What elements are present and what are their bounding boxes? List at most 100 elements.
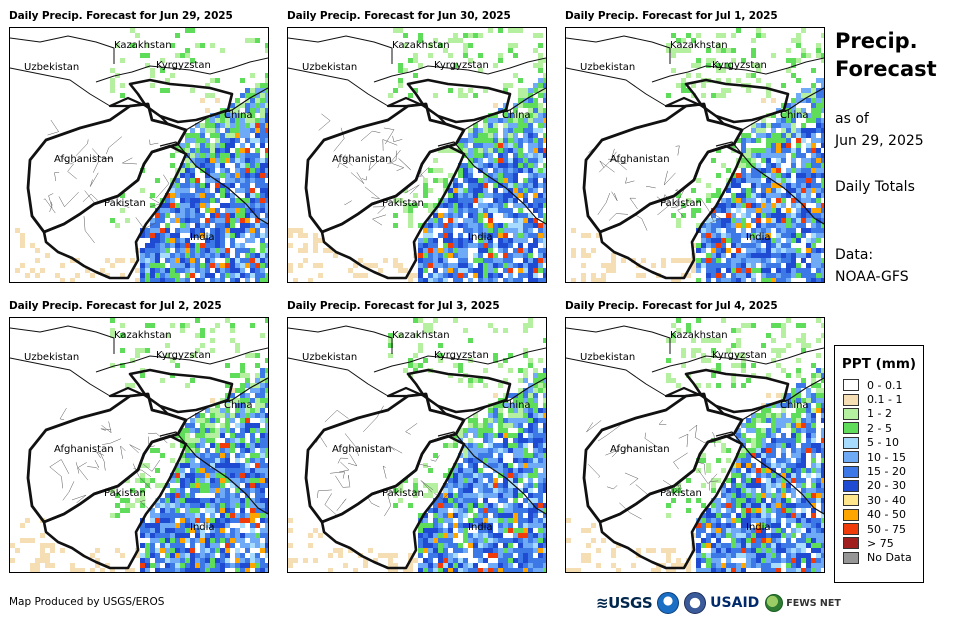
precip-cell xyxy=(488,193,493,198)
precip-cell xyxy=(260,198,265,203)
precip-cell xyxy=(716,78,721,83)
precip-cell xyxy=(408,93,413,98)
precip-cell xyxy=(190,558,195,563)
precip-cell xyxy=(473,443,478,448)
precip-cell xyxy=(726,263,731,268)
precip-cell xyxy=(726,203,731,208)
precip-cell xyxy=(225,473,230,478)
province-line xyxy=(371,214,387,226)
precip-cell xyxy=(696,178,701,183)
map-frame: Kazakhstan Uzbekistan Kyrgyzstan China Afgha… xyxy=(287,317,547,573)
precip-cell xyxy=(245,513,250,518)
precip-cell xyxy=(438,538,443,543)
province-line xyxy=(49,466,63,489)
precip-cell xyxy=(428,323,433,328)
precip-cell xyxy=(260,233,265,238)
precip-cell xyxy=(756,563,761,568)
precip-cell xyxy=(195,248,200,253)
precip-cell xyxy=(260,438,265,443)
precip-cell xyxy=(746,463,751,468)
precip-cell xyxy=(796,203,801,208)
precip-cell xyxy=(508,213,513,218)
precip-cell xyxy=(538,173,543,178)
precip-cell xyxy=(423,193,428,198)
precip-cell xyxy=(538,418,543,423)
precip-cell xyxy=(155,278,160,282)
precip-cell xyxy=(766,193,771,198)
precip-cell xyxy=(821,218,824,223)
precip-cell xyxy=(533,158,538,163)
precip-cell xyxy=(543,563,546,568)
precip-cell xyxy=(473,378,478,383)
precip-cell xyxy=(40,553,45,558)
precip-cell xyxy=(150,268,155,273)
precip-cell xyxy=(408,218,413,223)
precip-cell xyxy=(473,273,478,278)
precip-cell xyxy=(175,183,180,188)
precip-cell xyxy=(418,253,423,258)
precip-cell xyxy=(245,518,250,523)
precip-cell xyxy=(508,368,513,373)
precip-cell xyxy=(458,548,463,553)
precip-cell xyxy=(205,533,210,538)
precip-cell xyxy=(250,448,255,453)
province-line xyxy=(99,451,106,471)
precip-cell xyxy=(220,528,225,533)
precip-cell xyxy=(215,198,220,203)
precip-cell xyxy=(220,253,225,258)
precip-cell xyxy=(175,203,180,208)
precip-cell xyxy=(478,223,483,228)
precip-cell xyxy=(230,133,235,138)
precip-cell xyxy=(398,498,403,503)
precip-cell xyxy=(483,548,488,553)
province-boundaries xyxy=(318,113,430,226)
precip-cell xyxy=(478,543,483,548)
precip-cell xyxy=(503,188,508,193)
precip-cell xyxy=(761,473,766,478)
precip-cell xyxy=(483,473,488,478)
precip-cell xyxy=(140,348,145,353)
precip-cell xyxy=(195,258,200,263)
precip-cell xyxy=(250,153,255,158)
precip-cell xyxy=(210,458,215,463)
precip-cell xyxy=(255,98,260,103)
precip-cell xyxy=(185,423,190,428)
precip-cell xyxy=(493,513,498,518)
precip-cell xyxy=(40,548,45,553)
precip-cell xyxy=(448,228,453,233)
precip-cell xyxy=(503,463,508,468)
precip-cell xyxy=(403,478,408,483)
precip-cell xyxy=(518,208,523,213)
precip-cell xyxy=(205,158,210,163)
precip-cell xyxy=(358,258,363,263)
precip-cell xyxy=(155,548,160,553)
precip-cell xyxy=(180,238,185,243)
precip-cell xyxy=(423,268,428,273)
precip-cell xyxy=(240,398,245,403)
precip-cell xyxy=(811,463,816,468)
precip-cell xyxy=(533,403,538,408)
precip-cell xyxy=(175,498,180,503)
precip-cell xyxy=(518,433,523,438)
precip-cell xyxy=(741,243,746,248)
precip-cell xyxy=(523,168,528,173)
precip-cell xyxy=(240,133,245,138)
precip-cell xyxy=(453,363,458,368)
precip-cell xyxy=(205,138,210,143)
precip-cell xyxy=(145,568,150,572)
precip-cell xyxy=(706,228,711,233)
precip-cell xyxy=(736,183,741,188)
precip-cell xyxy=(508,488,513,493)
precip-cell xyxy=(736,218,741,223)
precip-cell xyxy=(195,348,200,353)
precip-cell xyxy=(483,208,488,213)
precip-cell xyxy=(791,233,796,238)
precip-cell xyxy=(453,238,458,243)
precip-cell xyxy=(518,78,523,83)
precip-cell xyxy=(175,478,180,483)
precip-cell xyxy=(230,433,235,438)
precip-cell xyxy=(756,483,761,488)
precip-cell xyxy=(255,388,260,393)
precip-cell xyxy=(200,223,205,228)
precip-cell xyxy=(736,553,741,558)
